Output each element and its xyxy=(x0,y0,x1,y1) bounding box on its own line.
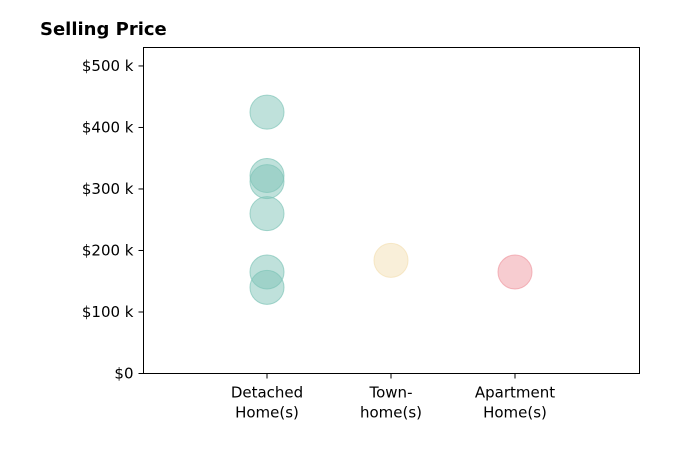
x-tick-label-0-line-0: Detached xyxy=(231,384,303,402)
y-axis: $0 $100 k $200 k $300 k $400 k $500 k xyxy=(82,57,144,383)
x-tick-label-2-line-1: Home(s) xyxy=(483,404,547,422)
plot-frame xyxy=(143,47,640,374)
x-axis: Detached Home(s) Town-home(s) Apartment Home… xyxy=(231,373,555,422)
point-0-5 xyxy=(249,269,285,305)
point-0-3 xyxy=(249,196,285,232)
point-0-2 xyxy=(249,164,285,200)
chart-title: Selling Price xyxy=(40,19,167,40)
point-1-0 xyxy=(373,242,409,278)
x-tick-label-1-line-0: Town- xyxy=(369,384,413,402)
y-tick-label-3: $300 k xyxy=(82,180,134,198)
y-tick-label-1: $100 k xyxy=(82,303,134,321)
y-tick-label-4: $400 k xyxy=(82,118,134,136)
point-2-0 xyxy=(497,254,533,290)
y-tick-label-0: $0 xyxy=(114,365,133,383)
points-layer xyxy=(249,94,533,305)
x-tick-label-1-line-1: home(s) xyxy=(360,404,422,422)
x-tick-label-0-line-1: Home(s) xyxy=(235,404,299,422)
x-tick-label-2-line-0: Apartment xyxy=(475,384,555,402)
y-tick-label-2: $200 k xyxy=(82,241,134,259)
y-tick-label-5: $500 k xyxy=(82,57,134,75)
point-0-0 xyxy=(249,94,285,130)
